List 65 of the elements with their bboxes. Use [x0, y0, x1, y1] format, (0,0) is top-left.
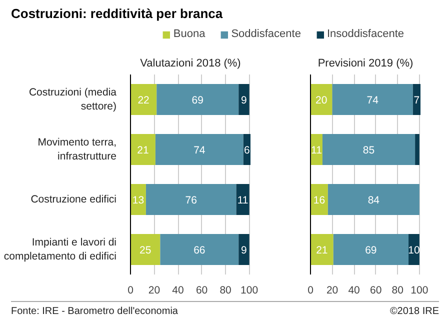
bar — [130, 234, 160, 265]
bar — [146, 184, 236, 215]
x-tick-label: 20 — [148, 284, 160, 296]
bar — [130, 84, 157, 115]
bar — [130, 134, 156, 165]
data-label: 25 — [140, 244, 152, 256]
data-label: 22 — [138, 94, 150, 106]
data-label: 76 — [185, 194, 198, 206]
x-tick-label: 0 — [308, 284, 314, 296]
x-tick-label: 40 — [348, 284, 360, 296]
text: ©2018 IRE — [390, 305, 439, 319]
bar — [322, 134, 416, 165]
y-tick-label: Costruzioni (media settore) — [28, 86, 117, 113]
data-label: 74 — [194, 144, 206, 156]
x-tick-label: 60 — [196, 284, 208, 296]
x-tick-label: 20 — [326, 284, 338, 296]
data-label: 16 — [313, 194, 326, 206]
data-label: 85 — [362, 144, 375, 156]
data-label: 21 — [316, 244, 328, 256]
data-label: 20 — [316, 94, 328, 106]
y-tick-label: Impianti e lavori di completamento di edifici — [4, 236, 117, 263]
chart-subtitle: Previsioni 2019 (%) — [318, 58, 414, 70]
source-note: Fonte: IRE - Barometro dell'economia — [11, 305, 178, 319]
bar — [328, 184, 420, 215]
bar — [160, 234, 239, 265]
data-label: 13 — [132, 194, 144, 206]
data-label: 7 — [414, 94, 420, 106]
data-label: 11 — [237, 194, 248, 206]
data-label: 69 — [192, 94, 204, 106]
x-tick-label: 100 — [240, 284, 258, 296]
bar — [310, 184, 328, 215]
legend-label: Buona — [173, 28, 206, 40]
bar — [156, 84, 239, 115]
x-tick-label: 40 — [172, 284, 184, 296]
x-tick-label: 0 — [128, 284, 134, 296]
y-tick-label: Costruzione edifici — [30, 194, 117, 206]
legend-label: Soddisfacente — [231, 28, 301, 40]
bar — [238, 84, 250, 115]
bar — [415, 134, 420, 165]
y-tick-label: Movimento terra, infrastrutture — [38, 136, 117, 163]
bar — [155, 134, 244, 165]
bar — [412, 84, 420, 115]
x-tick-label: 60 — [370, 284, 382, 296]
bar — [332, 84, 413, 115]
data-label: 66 — [194, 244, 206, 256]
bar — [333, 234, 409, 265]
bar — [236, 184, 250, 215]
chart-subtitle: Valutazioni 2018 (%) — [140, 58, 241, 70]
data-label: 21 — [137, 144, 149, 156]
bar — [310, 84, 332, 115]
legend-label: Insoddisfacente — [326, 28, 404, 40]
x-tick-label: 80 — [392, 284, 404, 296]
data-label: 84 — [368, 194, 380, 206]
x-tick-label: 80 — [220, 284, 232, 296]
data-label: 10 — [408, 244, 420, 256]
data-label: 74 — [366, 94, 379, 106]
chart-title: Costruzioni: redditività per branca — [11, 5, 223, 23]
data-label: 9 — [241, 94, 248, 106]
bar — [310, 234, 334, 265]
bar — [238, 234, 250, 265]
x-tick-label: 100 — [410, 284, 428, 296]
data-label: 9 — [241, 244, 248, 256]
data-label: 69 — [365, 244, 377, 256]
data-label: 11 — [311, 144, 322, 156]
data-label: 6 — [244, 144, 250, 156]
